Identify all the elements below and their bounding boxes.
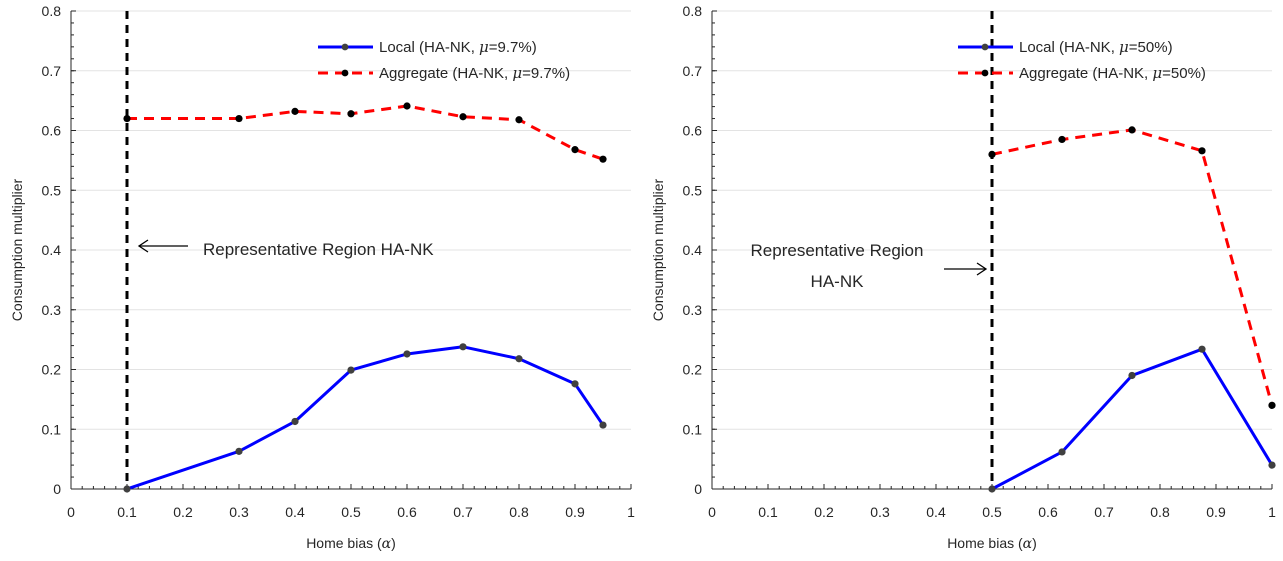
data-point-local <box>1198 345 1206 353</box>
data-point-local <box>1128 371 1136 380</box>
data-point-aggregate <box>515 116 523 124</box>
x-tick-label: 0.1 <box>758 504 778 520</box>
legend-marker <box>981 43 989 51</box>
data-point-aggregate <box>235 114 243 123</box>
x-axis-label: Home bias (α) <box>947 535 1037 552</box>
data-point-aggregate <box>1268 401 1276 409</box>
data-point-local <box>403 350 411 358</box>
chart-panel-1: 0 0.1 0.2 0.3 0.4 0.5 0.6 0.7 0.8 0 0.1 0.2 0.3 0.4 0.… <box>9 3 635 552</box>
x-tick-label: 0.3 <box>870 504 890 520</box>
y-tick-label: 0.5 <box>42 182 62 198</box>
legend-label: Aggregate (HA-NK, μ=9.7%) <box>379 64 570 82</box>
y-axis-label: Consumption multiplier <box>9 178 25 321</box>
x-tick-label: 0.7 <box>1094 504 1114 520</box>
annotation-text: Representative Region <box>751 241 924 260</box>
legend: Local (HA-NK, μ=9.7%) Aggregate (HA-NK, μ… <box>318 38 570 82</box>
data-point-aggregate <box>571 146 579 154</box>
legend-label: Local (HA-NK, μ=50%) <box>1019 38 1173 56</box>
data-point-aggregate <box>1128 126 1136 134</box>
y-tick-label: 0.4 <box>42 242 62 258</box>
data-point-local <box>599 421 607 429</box>
data-point-local <box>1058 448 1066 456</box>
y-tick-label: 0.1 <box>42 421 62 437</box>
y-tick-label: 0.3 <box>42 302 62 318</box>
data-point-aggregate <box>988 150 996 158</box>
series-line-aggregate <box>127 104 604 161</box>
x-tick-label: 0.9 <box>1206 504 1226 520</box>
x-tick-label: 0.5 <box>341 504 361 520</box>
y-tick-label: 0 <box>694 481 702 497</box>
legend-marker <box>341 43 349 51</box>
annotation-text: Representative Region HA-NK <box>203 240 434 259</box>
y-tick-label: 0.2 <box>42 362 62 378</box>
data-point-aggregate <box>599 155 607 163</box>
y-tick-label: 0.8 <box>683 3 703 19</box>
x-tick-label: 0.6 <box>397 504 417 520</box>
legend: Local (HA-NK, μ=50%) Aggregate (HA-NK, μ=… <box>958 38 1206 82</box>
data-point-local <box>459 343 467 351</box>
annotation-arrowhead <box>137 239 149 253</box>
y-tick-label: 0.7 <box>683 63 703 79</box>
legend-marker <box>341 69 349 77</box>
legend-label: Local (HA-NK, μ=9.7%) <box>379 38 537 56</box>
data-point-local <box>1268 461 1276 469</box>
data-point-aggregate <box>291 107 299 115</box>
x-tick-label: 0.4 <box>285 504 305 520</box>
x-tick-label: 0.9 <box>565 504 585 520</box>
y-tick-label: 0.2 <box>683 362 703 378</box>
x-tick-label: 0.2 <box>814 504 834 520</box>
data-point-aggregate <box>1198 147 1206 155</box>
data-point-local <box>988 485 996 493</box>
annotation-text: HA-NK <box>811 272 865 291</box>
y-tick-label: 0.4 <box>683 242 703 258</box>
data-point-local <box>123 485 131 493</box>
x-tick-label: 0 <box>67 504 75 520</box>
data-point-aggregate <box>347 110 355 118</box>
data-point-aggregate <box>403 102 411 110</box>
y-axis-label: Consumption multiplier <box>650 178 666 321</box>
data-point-local <box>235 447 243 455</box>
y-tick-label: 0.3 <box>683 302 703 318</box>
legend-label: Aggregate (HA-NK, μ=50%) <box>1019 64 1206 82</box>
data-point-local <box>347 366 355 374</box>
y-tick-label: 0.6 <box>42 123 62 139</box>
y-tick-label: 0.1 <box>683 421 703 437</box>
data-point-local <box>515 355 523 363</box>
x-tick-label: 0.4 <box>926 504 946 520</box>
x-tick-label: 0.5 <box>982 504 1002 520</box>
x-tick-label: 1 <box>627 504 635 520</box>
x-tick-label: 0 <box>708 504 716 520</box>
x-tick-label: 0.8 <box>1150 504 1170 520</box>
series-line-local <box>126 345 605 491</box>
x-tick-label: 1 <box>1268 504 1276 520</box>
series-line-local <box>991 347 1274 491</box>
annotation-arrowhead <box>976 262 988 276</box>
data-point-aggregate <box>123 114 131 123</box>
x-tick-label: 0.6 <box>1038 504 1058 520</box>
x-tick-label: 0.1 <box>117 504 137 520</box>
y-tick-label: 0.7 <box>42 63 62 79</box>
y-tick-label: 0.6 <box>683 123 703 139</box>
data-point-aggregate <box>1058 135 1066 144</box>
data-point-local <box>571 380 579 388</box>
data-point-aggregate <box>459 113 467 121</box>
x-axis-label: Home bias (α) <box>306 535 396 552</box>
y-tick-label: 0.8 <box>42 3 62 19</box>
x-tick-label: 0.2 <box>173 504 193 520</box>
y-tick-label: 0 <box>53 481 61 497</box>
x-tick-label: 0.7 <box>453 504 473 520</box>
chart-panel-2: 0 0.1 0.2 0.3 0.4 0.5 0.6 0.7 0.8 0 0.1 0.2 0.3 0.4 0.… <box>650 3 1276 552</box>
x-tick-label: 0.3 <box>229 504 249 520</box>
series-line-aggregate <box>991 128 1274 406</box>
legend-marker <box>981 69 989 77</box>
data-point-local <box>291 417 299 426</box>
x-tick-label: 0.8 <box>509 504 529 520</box>
y-tick-label: 0.5 <box>683 182 703 198</box>
